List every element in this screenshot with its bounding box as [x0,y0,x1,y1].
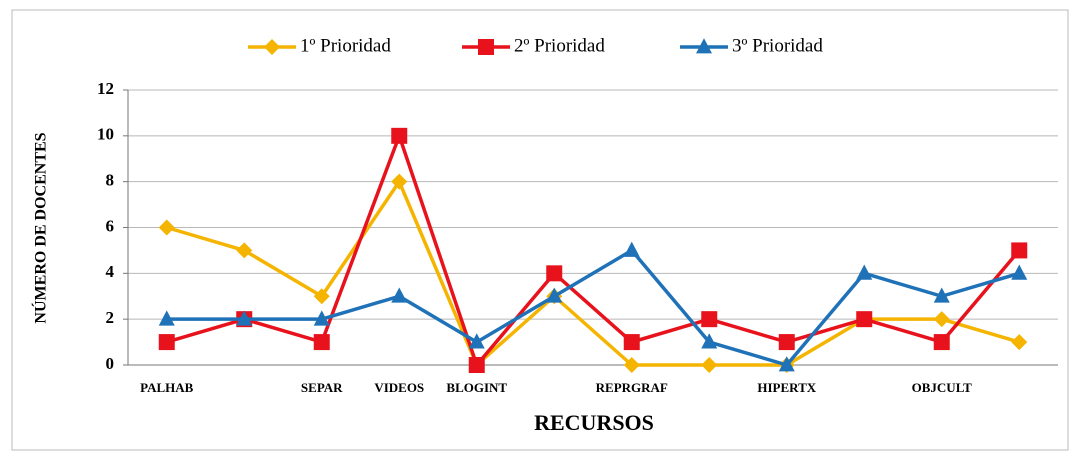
chart-border [11,9,1069,451]
marker [236,310,253,326]
marker [933,334,950,351]
marker [701,311,718,328]
legend-label: 2º Prioridad [514,35,605,56]
y-tick-label: 2 [106,308,115,327]
series-line [166,179,1020,367]
marker [933,311,950,328]
legend-label: 1º Prioridad [300,35,391,56]
y-axis-label: NÚMERO DE DOCENTES [31,132,50,323]
marker [158,219,175,236]
marker [391,287,408,303]
legend-label: 3º Prioridad [732,35,823,56]
marker [856,264,873,280]
legend-marker [264,39,280,55]
y-tick-label: 4 [106,262,115,281]
marker [313,334,330,351]
marker [468,357,485,373]
x-tick-label: SEPAR [301,380,343,395]
y-tick-label: 10 [97,125,114,144]
series-line [166,134,1021,367]
legend-marker [696,38,712,54]
marker [313,288,330,305]
y-tick-label: 8 [106,171,115,190]
x-axis-label: RECURSOS [534,410,654,435]
y-tick-label: 6 [106,216,115,235]
x-tick-label: VIDEOS [374,380,424,395]
marker [391,173,408,190]
x-tick-label: PALHAB [140,380,194,395]
marker [546,287,563,303]
marker [1011,242,1028,259]
marker [623,334,640,351]
marker [623,241,640,257]
marker [778,356,795,372]
marker [158,310,175,326]
marker [313,310,330,326]
marker [856,311,873,328]
x-tick-label: REPRGRAF [596,380,668,395]
marker [1011,334,1028,351]
y-tick-label: 0 [106,354,115,373]
marker [701,333,718,349]
marker [236,242,253,259]
series-line [166,248,1020,367]
marker [778,334,795,351]
y-tick-label: 12 [97,79,114,98]
marker [468,333,485,349]
marker [933,287,950,303]
marker [546,265,563,282]
legend-marker [478,39,494,55]
marker [391,127,408,144]
x-tick-label: OBJCULT [912,380,973,395]
x-tick-label: BLOGINT [446,380,507,395]
marker [158,334,175,351]
marker [1011,264,1028,280]
marker [623,357,640,373]
x-tick-label: HIPERTX [757,380,816,395]
marker [701,357,718,373]
